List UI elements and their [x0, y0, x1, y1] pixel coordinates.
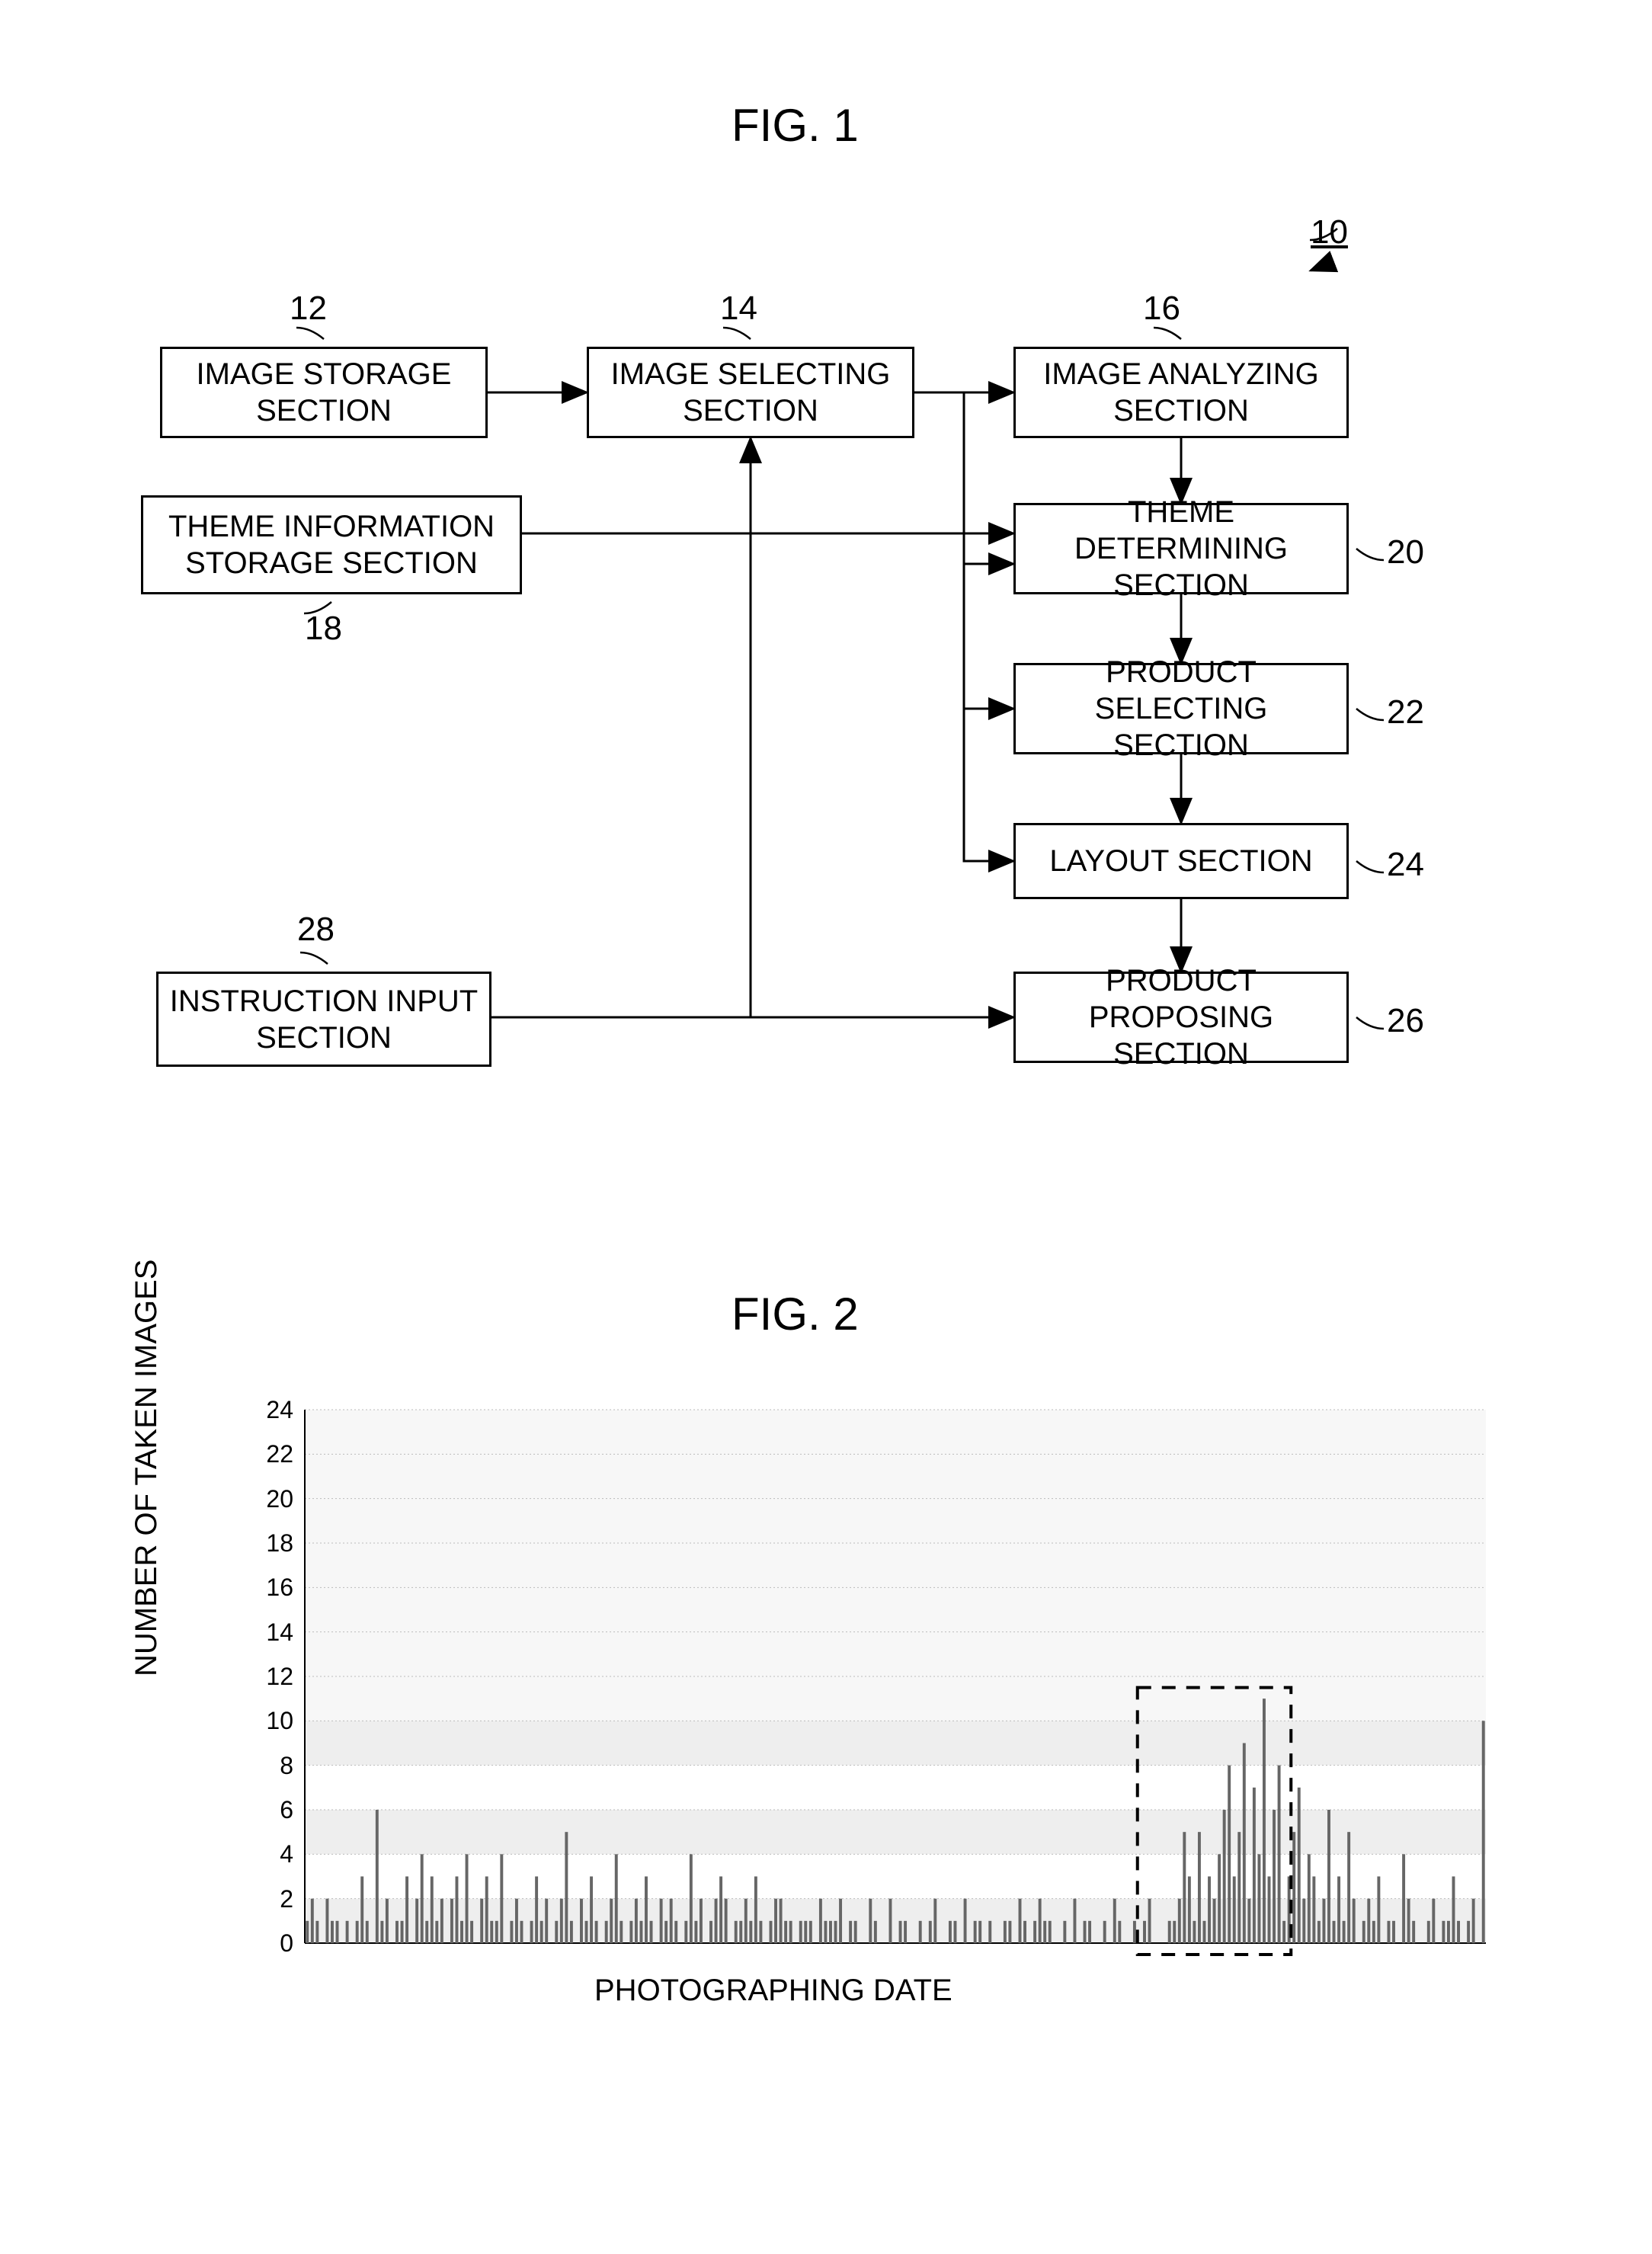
fig2-ytick-6: 6: [251, 1796, 293, 1824]
fig2-title: FIG. 2: [732, 1288, 859, 1340]
fig2-ytick-0: 0: [251, 1929, 293, 1958]
ref-18: 18: [305, 610, 342, 648]
ref-24: 24: [1387, 846, 1424, 884]
theme-info-storage-label: THEME INFORMATIONSTORAGE SECTION: [168, 508, 495, 581]
fig2-ytick-18: 18: [251, 1529, 293, 1558]
fig2-ytick-14: 14: [251, 1618, 293, 1647]
product-proposing-label: PRODUCT PROPOSINGSECTION: [1022, 962, 1340, 1072]
image-selecting-label: IMAGE SELECTINGSECTION: [611, 356, 891, 429]
ref-14: 14: [720, 290, 757, 328]
fig2-ytick-12: 12: [251, 1663, 293, 1691]
fig1-title: FIG. 1: [732, 99, 859, 152]
image-storage-section-box: IMAGE STORAGESECTION: [160, 347, 488, 438]
image-storage-label: IMAGE STORAGESECTION: [197, 356, 452, 429]
layout-section-label: LAYOUT SECTION: [1049, 843, 1312, 879]
ref-16: 16: [1143, 290, 1180, 328]
image-selecting-section-box: IMAGE SELECTINGSECTION: [587, 347, 914, 438]
fig2-ytick-16: 16: [251, 1574, 293, 1602]
fig2-ytick-10: 10: [251, 1707, 293, 1735]
fig2-ytick-8: 8: [251, 1752, 293, 1780]
ref-12: 12: [290, 290, 327, 328]
theme-determining-label: THEME DETERMININGSECTION: [1022, 494, 1340, 604]
ref-20: 20: [1387, 533, 1424, 572]
product-selecting-section-box: PRODUCT SELECTINGSECTION: [1013, 663, 1349, 754]
fig2-ytick-20: 20: [251, 1485, 293, 1513]
instruction-input-section-box: INSTRUCTION INPUTSECTION: [156, 972, 491, 1067]
theme-info-storage-section-box: THEME INFORMATIONSTORAGE SECTION: [141, 495, 522, 594]
product-proposing-section-box: PRODUCT PROPOSINGSECTION: [1013, 972, 1349, 1063]
fig2-ytick-24: 24: [251, 1396, 293, 1424]
ref-28: 28: [297, 911, 335, 949]
fig2-ytick-22: 22: [251, 1440, 293, 1468]
image-analyzing-label: IMAGE ANALYZINGSECTION: [1043, 356, 1319, 429]
fig2-ytick-4: 4: [251, 1840, 293, 1868]
ref-10: 10: [1311, 213, 1348, 251]
product-selecting-label: PRODUCT SELECTINGSECTION: [1022, 654, 1340, 764]
fig2-xlabel: PHOTOGRAPHING DATE: [594, 1974, 952, 2008]
fig2-ytick-2: 2: [251, 1885, 293, 1913]
ref-26: 26: [1387, 1002, 1424, 1040]
image-analyzing-section-box: IMAGE ANALYZINGSECTION: [1013, 347, 1349, 438]
layout-section-box: LAYOUT SECTION: [1013, 823, 1349, 899]
theme-determining-section-box: THEME DETERMININGSECTION: [1013, 503, 1349, 594]
fig2-chart-svg: [0, 0, 1652, 2254]
instruction-input-label: INSTRUCTION INPUTSECTION: [170, 983, 478, 1056]
fig2-ylabel: NUMBER OF TAKEN IMAGES: [130, 1260, 164, 1676]
ref-22: 22: [1387, 693, 1424, 732]
